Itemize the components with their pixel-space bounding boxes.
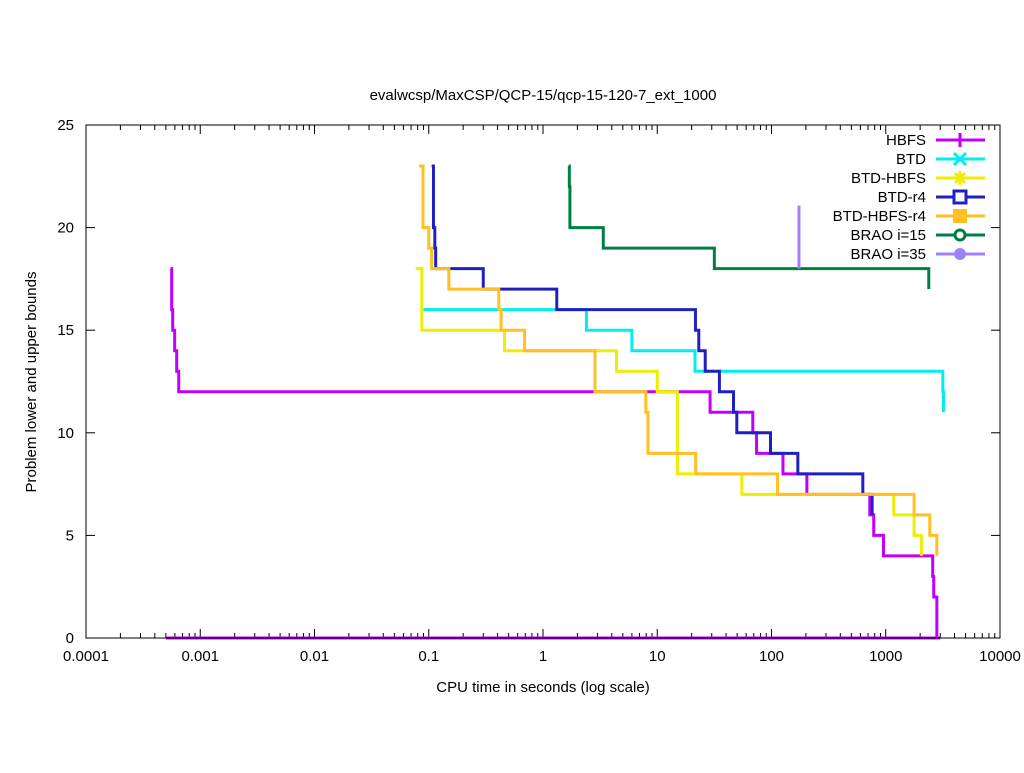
x-tick-label: 10000 <box>979 648 1021 665</box>
series-btd-hbfs-r4 <box>418 164 939 556</box>
x-tick-label: 1 <box>539 648 547 665</box>
legend-label-hbfs: HBFS <box>886 132 926 149</box>
legend-label-brao-i-15: BRAO i=15 <box>851 227 926 244</box>
y-tick-label: 15 <box>57 322 74 339</box>
legend-label-btd: BTD <box>896 151 926 168</box>
x-tick-label: 100 <box>759 648 784 665</box>
series-group <box>165 164 945 640</box>
x-tick-label: 0.01 <box>300 648 329 665</box>
x-axis-label: CPU time in seconds (log scale) <box>436 679 649 696</box>
chart-title: evalwcsp/MaxCSP/QCP-15/qcp-15-120-7_ext_… <box>370 87 717 104</box>
star-marker-icon <box>953 171 967 185</box>
x-tick-label: 0.1 <box>418 648 439 665</box>
x-tick-label: 1000 <box>869 648 902 665</box>
filled-box-marker-icon <box>953 209 967 223</box>
cross-marker-icon <box>952 151 968 167</box>
series-btd-r4 <box>431 164 874 515</box>
x-tick-label: 10 <box>649 648 666 665</box>
legend-label-brao-i-35: BRAO i=35 <box>851 246 926 263</box>
y-tick-label: 20 <box>57 220 74 237</box>
x-tick-label: 0.0001 <box>63 648 109 665</box>
y-tick-label: 25 <box>57 117 74 134</box>
y-tick-label: 10 <box>57 425 74 442</box>
series-btd-hbfs <box>415 267 923 556</box>
circle-marker-icon <box>953 228 967 242</box>
series-brao-i-35 <box>797 205 801 269</box>
series-brao-i-15 <box>567 164 931 290</box>
y-axis-label: Problem lower and upper bounds <box>23 272 40 493</box>
y-tick-label: 5 <box>66 527 74 544</box>
series-hbfs <box>170 267 939 638</box>
filled-circle-marker-icon <box>954 248 966 260</box>
series-btd <box>423 308 945 413</box>
y-tick-label: 0 <box>66 630 74 647</box>
plus-marker-icon <box>954 133 966 147</box>
plot-frame <box>85 124 1001 639</box>
legend-label-btd-hbfs-r4: BTD-HBFS-r4 <box>833 208 926 225</box>
box-marker-icon <box>952 189 968 205</box>
legend: HBFS BTD BTD-HBFS BTD-r4 BTD-HBFS-r4 BRAO i=1… <box>833 132 985 263</box>
axis-ticks: 0.0001 0.001 0.01 0.1 1 10 100 1000 10000 0 5 10 15 2… <box>57 117 1021 665</box>
legend-label-btd-hbfs: BTD-HBFS <box>851 170 926 187</box>
x-tick-label: 0.001 <box>181 648 219 665</box>
legend-label-btd-r4: BTD-r4 <box>878 189 926 206</box>
